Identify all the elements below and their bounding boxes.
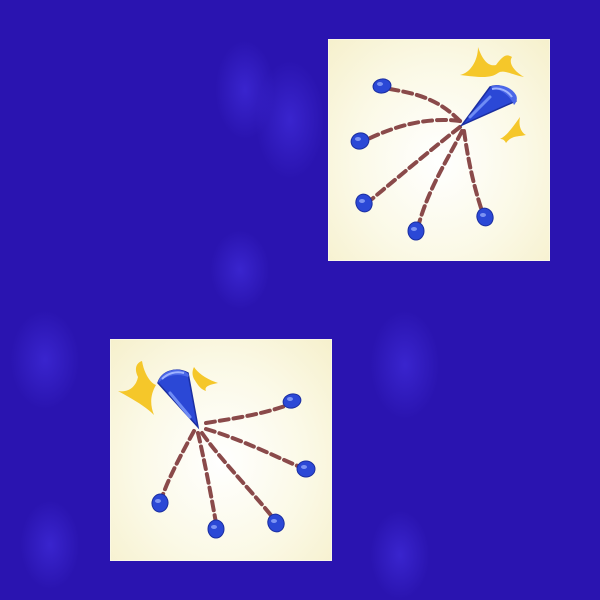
background-glow	[255, 60, 325, 180]
capsule-token-icon[interactable]	[349, 78, 496, 241]
background-glow	[210, 230, 270, 310]
card-b-artwork	[118, 361, 316, 539]
capsule-token-icon[interactable]	[151, 392, 316, 539]
sparkle-icon	[118, 361, 218, 415]
background-glow	[370, 510, 430, 600]
card-a-artwork	[349, 47, 526, 241]
option-card-a[interactable]	[328, 39, 550, 261]
sparkle-icon	[460, 47, 526, 143]
background-glow	[20, 500, 80, 590]
background-glow	[370, 310, 440, 420]
background-glow	[10, 310, 80, 410]
cone-piece-icon[interactable]	[459, 85, 517, 127]
token-highlights	[155, 397, 307, 529]
move-paths	[160, 403, 302, 525]
cone-piece-icon[interactable]	[157, 369, 200, 430]
token-highlights	[355, 82, 486, 231]
move-paths	[366, 87, 484, 229]
option-card-b[interactable]	[110, 339, 332, 561]
